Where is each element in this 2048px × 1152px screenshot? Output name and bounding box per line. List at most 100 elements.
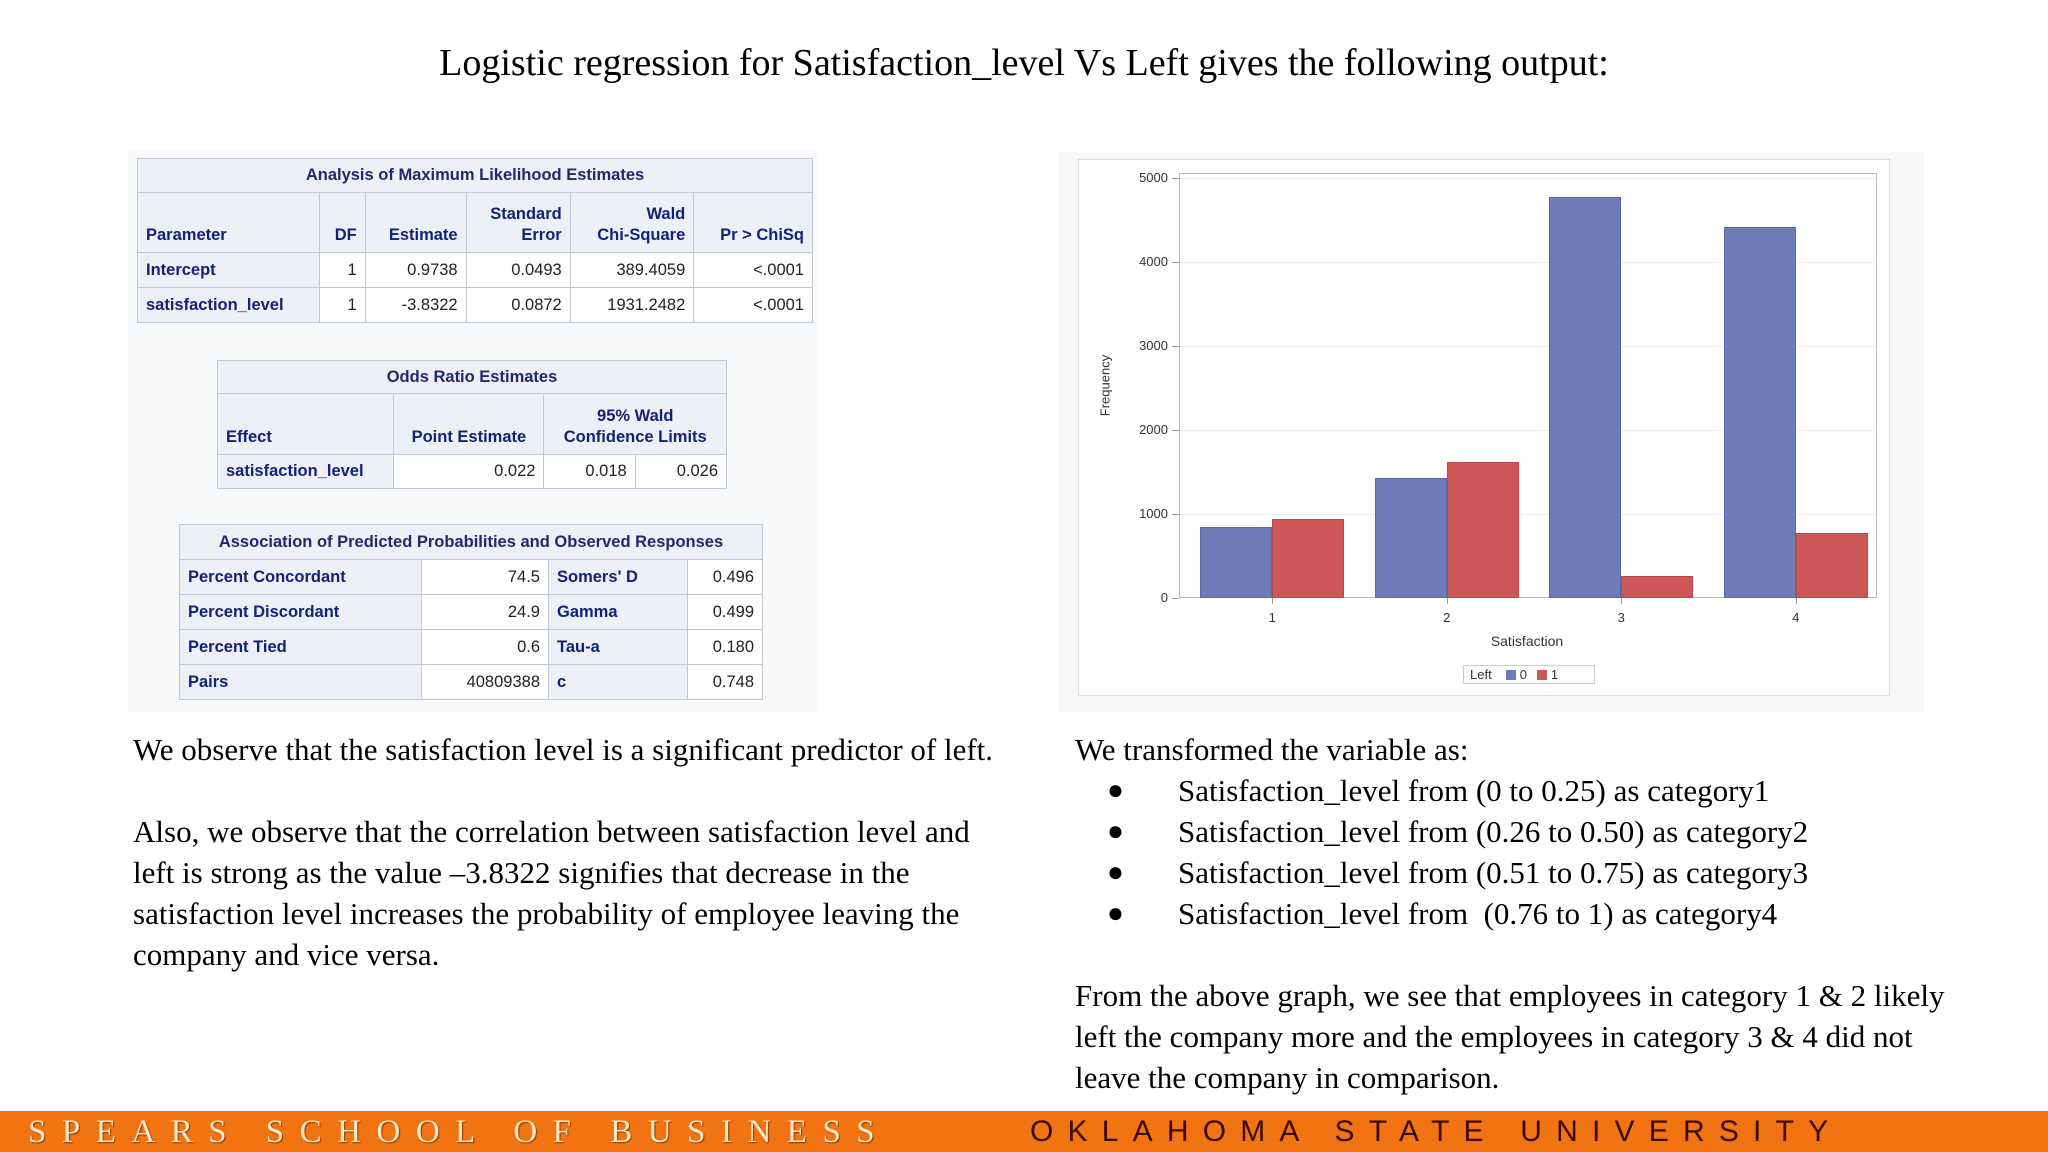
bullet-icon: ● bbox=[1107, 898, 1124, 929]
gridline bbox=[1180, 346, 1876, 347]
paragraph-correlation: Also, we observe that the correlation be… bbox=[133, 814, 970, 972]
cell-wald: 389.4059 bbox=[569, 252, 695, 288]
table-row: Intercept 1 0.9738 0.0493 389.4059 <.000… bbox=[137, 252, 813, 288]
y-tick bbox=[1172, 598, 1179, 599]
col-header-parameter: Parameter bbox=[137, 192, 320, 253]
row-label: Percent Tied bbox=[179, 629, 422, 665]
x-tick-label: 1 bbox=[1268, 610, 1276, 625]
col-header-effect: Effect bbox=[216, 393, 395, 455]
paragraph-conclusion: From the above graph, we see that employ… bbox=[1075, 978, 1945, 1095]
cell-wald: 1931.2482 bbox=[569, 287, 695, 323]
row-label: satisfaction_level bbox=[137, 287, 320, 323]
association-table: Association of Predicted Probabilities a… bbox=[179, 524, 763, 700]
table-row: Percent Discordant 24.9 Gamma 0.499 bbox=[179, 594, 763, 630]
y-tick bbox=[1172, 430, 1179, 431]
y-tick-label: 0 bbox=[1160, 590, 1168, 605]
slide-title: Logistic regression for Satisfaction_lev… bbox=[439, 42, 1609, 84]
y-tick bbox=[1172, 262, 1179, 263]
paragraph-significance: We observe that the satisfaction level i… bbox=[133, 732, 994, 767]
y-axis-label: Frequency bbox=[1097, 354, 1113, 417]
stat-value: 0.180 bbox=[687, 629, 763, 665]
list-item: ● Satisfaction_level from (0.26 to 0.50) … bbox=[1075, 811, 1975, 852]
y-tick bbox=[1172, 178, 1179, 179]
stat-value: 0.748 bbox=[687, 664, 763, 700]
stat-label: Tau-a bbox=[548, 629, 688, 665]
legend-label-0: 0 bbox=[1519, 667, 1527, 682]
list-item: ● Satisfaction_level from (0.76 to 1) as … bbox=[1075, 893, 1975, 934]
gridline bbox=[1180, 430, 1876, 431]
list-item: ● Satisfaction_level from (0.51 to 0.75) … bbox=[1075, 852, 1975, 893]
bar-cat1-left0 bbox=[1200, 527, 1273, 598]
y-tick bbox=[1172, 514, 1179, 515]
school-name: SPEARS SCHOOL OF BUSINESS bbox=[28, 1114, 891, 1150]
y-tick-label: 2000 bbox=[1139, 422, 1168, 437]
stat-label: c bbox=[548, 664, 688, 700]
x-tick bbox=[1272, 598, 1274, 604]
row-label: Percent Concordant bbox=[179, 559, 422, 595]
row-label: Percent Discordant bbox=[179, 594, 422, 630]
x-tick bbox=[1446, 598, 1448, 604]
y-tick-label: 1000 bbox=[1139, 506, 1168, 521]
odds-ratio-table: Odds Ratio Estimates Effect Point Estima… bbox=[216, 360, 728, 489]
bullet-icon: ● bbox=[1107, 857, 1124, 888]
x-tick bbox=[1795, 598, 1797, 604]
x-tick-label: 3 bbox=[1617, 610, 1625, 625]
cell-standard-error: 0.0493 bbox=[465, 252, 571, 288]
cell-df: 1 bbox=[318, 287, 366, 323]
bar-cat4-left1 bbox=[1795, 532, 1868, 598]
col-header-pr-chisq: Pr > ChiSq bbox=[693, 192, 813, 253]
cell-df: 1 bbox=[318, 252, 366, 288]
bullet-icon: ● bbox=[1107, 816, 1124, 847]
max-likelihood-table: Analysis of Maximum Likelihood Estimates… bbox=[137, 158, 813, 323]
cell-standard-error: 0.0872 bbox=[465, 287, 571, 323]
col-header-point-estimate: Point Estimate bbox=[393, 393, 545, 455]
legend-swatch-1-icon bbox=[1536, 669, 1547, 680]
cell-estimate: -3.8322 bbox=[364, 287, 467, 323]
legend-swatch-0-icon bbox=[1505, 669, 1516, 680]
row-value: 0.6 bbox=[421, 629, 549, 665]
x-tick-label: 2 bbox=[1443, 610, 1451, 625]
table-title: Odds Ratio Estimates bbox=[217, 360, 727, 394]
bullet-icon: ● bbox=[1107, 775, 1124, 806]
table-title: Association of Predicted Probabilities a… bbox=[179, 524, 763, 560]
col-header-estimate: Estimate bbox=[364, 192, 467, 253]
stat-value: 0.496 bbox=[687, 559, 763, 595]
col-header-confidence-limits: 95% Wald Confidence Limits bbox=[543, 393, 727, 455]
stat-label: Gamma bbox=[548, 594, 688, 630]
chart-legend: Left 0 1 bbox=[1463, 665, 1595, 684]
col-header-df: DF bbox=[318, 192, 366, 253]
y-tick bbox=[1172, 346, 1179, 347]
cell-p-value: <.0001 bbox=[693, 287, 813, 323]
bar-cat3-left0 bbox=[1549, 196, 1622, 598]
gridline bbox=[1180, 514, 1876, 515]
x-axis-label: Satisfaction bbox=[1490, 633, 1564, 649]
table-row: Percent Tied 0.6 Tau-a 0.180 bbox=[179, 629, 763, 665]
y-tick-label: 3000 bbox=[1139, 338, 1168, 353]
legend-title: Left bbox=[1470, 667, 1492, 682]
legend-label-1: 1 bbox=[1550, 667, 1559, 682]
col-header-standard-error: Standard Error bbox=[465, 192, 571, 253]
table-row: satisfaction_level 1 -3.8322 0.0872 1931… bbox=[137, 287, 813, 323]
x-tick bbox=[1621, 598, 1623, 604]
stat-value: 0.499 bbox=[687, 594, 763, 630]
table-row: satisfaction_level 0.022 0.018 0.026 bbox=[216, 454, 728, 489]
bar-cat2-left0 bbox=[1374, 477, 1447, 598]
y-tick-label: 5000 bbox=[1139, 170, 1168, 185]
cell-upper-limit: 0.026 bbox=[634, 454, 728, 489]
row-value: 40809388 bbox=[421, 664, 549, 700]
table-title: Analysis of Maximum Likelihood Estimates bbox=[137, 158, 813, 193]
table-row: Pairs 40809388 c 0.748 bbox=[179, 664, 763, 700]
cell-lower-limit: 0.018 bbox=[543, 454, 636, 489]
transform-intro: We transformed the variable as: bbox=[1075, 732, 1469, 767]
table-row: Percent Concordant 74.5 Somers' D 0.496 bbox=[179, 559, 763, 595]
right-commentary: We transformed the variable as: ● Satisfa… bbox=[1075, 729, 1975, 1098]
y-tick-label: 4000 bbox=[1139, 254, 1168, 269]
x-tick-label: 4 bbox=[1792, 610, 1800, 625]
bar-cat4-left0 bbox=[1723, 227, 1796, 598]
row-label: satisfaction_level bbox=[216, 454, 395, 489]
cell-p-value: <.0001 bbox=[693, 252, 813, 288]
category-list: ● Satisfaction_level from (0 to 0.25) as … bbox=[1075, 770, 1975, 934]
row-label: Intercept bbox=[137, 252, 320, 288]
university-name: OKLAHOMA STATE UNIVERSITY bbox=[1030, 1115, 1843, 1148]
bar-cat1-left1 bbox=[1272, 519, 1345, 598]
